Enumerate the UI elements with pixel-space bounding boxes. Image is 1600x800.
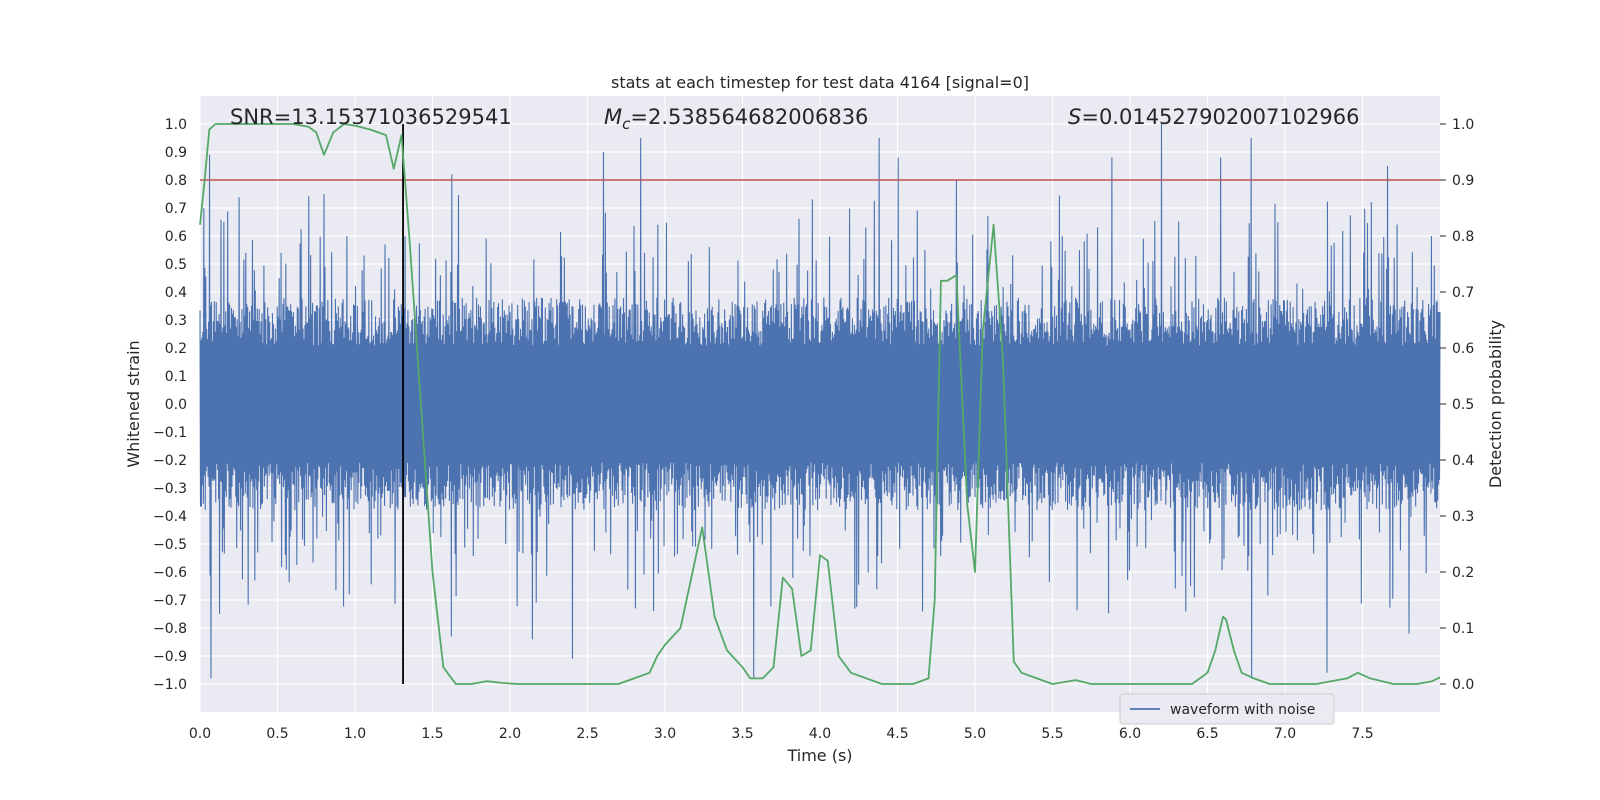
x-tick-label: 5.5 [1041,726,1063,742]
s-annotation: S=0.014527902007102966 [1068,105,1359,129]
y-tick-label: −0.5 [153,537,187,553]
x-tick-label: 4.0 [809,726,831,742]
y-tick-label: −0.9 [153,649,187,665]
chirp-mass-annotation: Mc=2.538564682006836 [604,105,868,133]
s-value: =0.014527902007102966 [1081,105,1359,129]
x-tick-label: 0.5 [266,726,288,742]
y-tick-label: 0.5 [165,257,187,273]
y-right-tick-label: 0.7 [1452,285,1474,301]
y-right-tick-label: 0.4 [1452,453,1474,469]
y-tick-label: −0.2 [153,453,187,469]
probability-line [199,123,1441,685]
y-tick-label: −1.0 [153,677,187,693]
y-tick-label: 0.2 [165,341,187,357]
waveform-line [199,123,1441,679]
y-tick-label: −0.6 [153,565,187,581]
y-tick-label: 0.9 [165,145,187,161]
y-tick-label: −0.1 [153,425,187,441]
chirp-mass-subscript: c [622,115,631,133]
x-tick-label: 2.0 [499,726,521,742]
y-tick-label: 1.0 [165,117,187,133]
y-tick-label: −0.7 [153,593,187,609]
y-right-tick-label: 0.3 [1452,509,1474,525]
y-axis-label: Whitened strain [124,340,143,467]
y-right-tick-label: 0.8 [1452,229,1474,245]
y-tick-label: 0.8 [165,173,187,189]
chirp-mass-symbol: M [604,105,622,129]
y-right-tick-label: 0.1 [1452,621,1474,637]
y-tick-label: 0.4 [165,285,187,301]
snr-annotation: SNR=13.15371036529541 [230,105,512,129]
y-tick-label: −0.3 [153,481,187,497]
y-right-tick-label: 1.0 [1452,117,1474,133]
y-tick-label: 0.3 [165,313,187,329]
x-tick-label: 4.5 [886,726,908,742]
y-right-tick-label: 0.0 [1452,677,1474,693]
y-right-tick-label: 0.6 [1452,341,1474,357]
y-tick-label: 0.7 [165,201,187,217]
x-tick-label: 7.5 [1351,726,1373,742]
axis-ticks: 0.0 0.5 1.0 1.5 2.0 2.5 3.0 3.5 4.0 4.5 5.0 5.5 6.0 6… [153,117,1474,742]
x-axis-label: Time (s) [786,746,852,765]
x-tick-label: 6.5 [1196,726,1218,742]
y-right-axis-label: Detection probability [1486,320,1505,488]
y-tick-label: 0.1 [165,369,187,385]
series-detection-probability [199,123,1441,685]
y-tick-label: −0.8 [153,621,187,637]
y-tick-label: 0.0 [165,397,187,413]
x-tick-label: 3.0 [654,726,676,742]
x-tick-label: 5.0 [964,726,986,742]
chart-title: stats at each timestep for test data 416… [611,73,1029,92]
x-tick-label: 2.5 [576,726,598,742]
legend-box [1119,693,1335,725]
x-tick-label: 7.0 [1274,726,1296,742]
legend-label-waveform: waveform with noise [1170,702,1315,718]
y-right-tick-label: 0.2 [1452,565,1474,581]
s-symbol: S [1068,105,1081,129]
series-waveform-with-noise [199,123,1441,679]
x-tick-label: 3.5 [731,726,753,742]
chirp-mass-value: =2.538564682006836 [630,105,868,129]
y-right-tick-label: 0.9 [1452,173,1474,189]
legend: waveform with noise [1119,693,1335,725]
y-tick-label: 0.6 [165,229,187,245]
x-tick-label: 1.5 [421,726,443,742]
y-right-tick-label: 0.5 [1452,397,1474,413]
x-tick-label: 1.0 [344,726,366,742]
y-tick-label: −0.4 [153,509,187,525]
x-tick-label: 6.0 [1119,726,1141,742]
x-tick-label: 0.0 [189,726,211,742]
